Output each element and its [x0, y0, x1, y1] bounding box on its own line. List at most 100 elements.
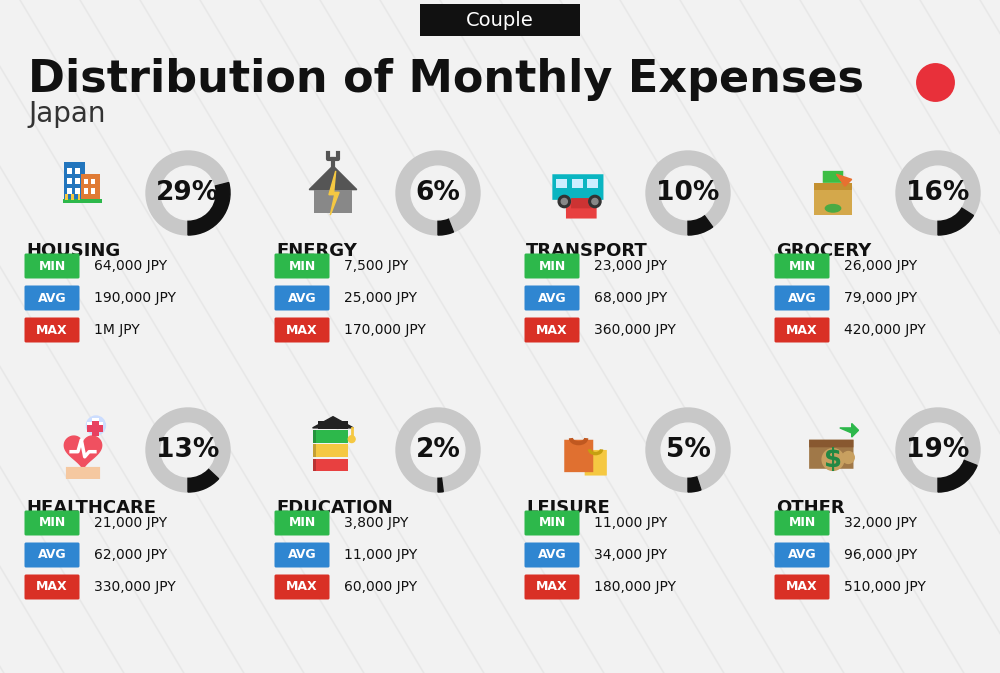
FancyBboxPatch shape: [78, 194, 80, 200]
FancyBboxPatch shape: [92, 421, 99, 436]
FancyBboxPatch shape: [571, 198, 592, 209]
Circle shape: [822, 449, 844, 470]
FancyBboxPatch shape: [313, 444, 316, 457]
Text: AVG: AVG: [288, 291, 316, 304]
Text: MAX: MAX: [786, 581, 818, 594]
Circle shape: [411, 166, 465, 220]
Polygon shape: [309, 166, 357, 190]
Circle shape: [561, 199, 567, 205]
FancyBboxPatch shape: [313, 458, 316, 471]
Circle shape: [146, 408, 230, 492]
Text: MAX: MAX: [536, 581, 568, 594]
FancyBboxPatch shape: [823, 171, 843, 183]
Text: AVG: AVG: [538, 548, 566, 561]
FancyBboxPatch shape: [92, 418, 99, 435]
Text: 3,800 JPY: 3,800 JPY: [344, 516, 408, 530]
Text: 32,000 JPY: 32,000 JPY: [844, 516, 917, 530]
FancyBboxPatch shape: [585, 450, 607, 476]
FancyBboxPatch shape: [814, 183, 852, 190]
Ellipse shape: [842, 452, 854, 464]
Text: 7,500 JPY: 7,500 JPY: [344, 259, 408, 273]
FancyBboxPatch shape: [314, 190, 352, 213]
Circle shape: [911, 166, 965, 220]
FancyBboxPatch shape: [67, 178, 72, 184]
FancyBboxPatch shape: [524, 575, 580, 600]
FancyBboxPatch shape: [75, 168, 80, 174]
FancyBboxPatch shape: [274, 511, 330, 536]
Text: HOUSING: HOUSING: [26, 242, 120, 260]
Wedge shape: [188, 468, 219, 492]
FancyBboxPatch shape: [774, 575, 830, 600]
FancyBboxPatch shape: [420, 4, 580, 36]
FancyBboxPatch shape: [75, 178, 80, 184]
FancyBboxPatch shape: [66, 467, 100, 479]
Circle shape: [589, 195, 601, 207]
Text: MIN: MIN: [788, 516, 816, 530]
Text: 170,000 JPY: 170,000 JPY: [344, 323, 426, 337]
FancyBboxPatch shape: [24, 542, 80, 567]
Circle shape: [411, 423, 465, 477]
Text: 10%: 10%: [656, 180, 720, 206]
FancyBboxPatch shape: [809, 439, 853, 469]
Text: MIN: MIN: [788, 260, 816, 273]
Text: 420,000 JPY: 420,000 JPY: [844, 323, 926, 337]
FancyBboxPatch shape: [87, 425, 103, 432]
FancyBboxPatch shape: [313, 458, 348, 471]
FancyBboxPatch shape: [774, 254, 830, 279]
Circle shape: [646, 151, 730, 235]
Text: 21,000 JPY: 21,000 JPY: [94, 516, 167, 530]
FancyBboxPatch shape: [774, 285, 830, 310]
Circle shape: [146, 151, 230, 235]
FancyBboxPatch shape: [71, 194, 74, 200]
Circle shape: [896, 408, 980, 492]
Text: 360,000 JPY: 360,000 JPY: [594, 323, 676, 337]
Circle shape: [896, 151, 980, 235]
FancyBboxPatch shape: [313, 430, 348, 443]
FancyBboxPatch shape: [274, 285, 330, 310]
Text: AVG: AVG: [38, 291, 66, 304]
Circle shape: [592, 199, 598, 205]
Text: 510,000 JPY: 510,000 JPY: [844, 580, 926, 594]
Text: 2%: 2%: [416, 437, 460, 463]
Text: MIN: MIN: [538, 260, 566, 273]
Text: 26,000 JPY: 26,000 JPY: [844, 259, 917, 273]
Text: 62,000 JPY: 62,000 JPY: [94, 548, 167, 562]
Circle shape: [661, 166, 715, 220]
Circle shape: [396, 151, 480, 235]
Text: OTHER: OTHER: [776, 499, 845, 517]
FancyBboxPatch shape: [24, 318, 80, 343]
Text: MAX: MAX: [286, 581, 318, 594]
Wedge shape: [688, 215, 713, 235]
Polygon shape: [836, 174, 852, 186]
Wedge shape: [938, 207, 973, 235]
Text: 64,000 JPY: 64,000 JPY: [94, 259, 167, 273]
FancyBboxPatch shape: [566, 203, 597, 219]
FancyBboxPatch shape: [524, 285, 580, 310]
FancyBboxPatch shape: [64, 162, 85, 200]
FancyBboxPatch shape: [552, 174, 603, 200]
Wedge shape: [938, 460, 977, 492]
Circle shape: [911, 423, 965, 477]
Text: LEISURE: LEISURE: [526, 499, 610, 517]
FancyBboxPatch shape: [274, 575, 330, 600]
Circle shape: [646, 408, 730, 492]
Text: MIN: MIN: [38, 516, 66, 530]
FancyBboxPatch shape: [313, 444, 348, 457]
Circle shape: [558, 195, 570, 207]
FancyBboxPatch shape: [318, 421, 348, 429]
FancyBboxPatch shape: [24, 254, 80, 279]
Text: 29%: 29%: [156, 180, 220, 206]
FancyBboxPatch shape: [274, 318, 330, 343]
Text: MAX: MAX: [536, 324, 568, 336]
Text: AVG: AVG: [788, 548, 816, 561]
Text: 6%: 6%: [416, 180, 460, 206]
FancyBboxPatch shape: [91, 188, 95, 194]
Text: 79,000 JPY: 79,000 JPY: [844, 291, 917, 305]
Text: TRANSPORT: TRANSPORT: [526, 242, 648, 260]
FancyBboxPatch shape: [556, 179, 567, 188]
Circle shape: [161, 166, 215, 220]
FancyBboxPatch shape: [774, 318, 830, 343]
Wedge shape: [688, 476, 701, 492]
FancyBboxPatch shape: [67, 188, 72, 194]
Text: Japan: Japan: [28, 100, 106, 128]
